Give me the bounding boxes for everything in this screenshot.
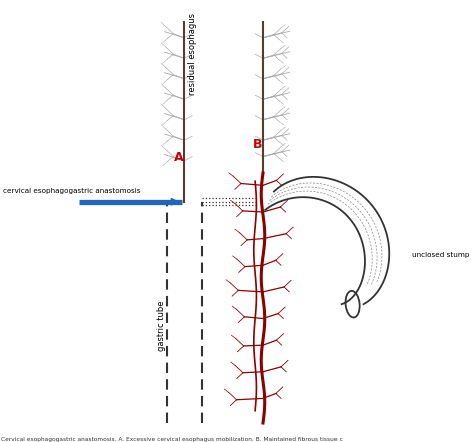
Text: unclosed stump: unclosed stump: [411, 252, 469, 258]
Text: gastric tube: gastric tube: [157, 300, 166, 351]
Text: B: B: [253, 138, 263, 152]
Text: Cervical esophagogastric anastomosis. A. Excessive cervical esophagus mobilizati: Cervical esophagogastric anastomosis. A.…: [0, 437, 342, 442]
Text: residual esophagus: residual esophagus: [188, 13, 197, 95]
Text: A: A: [174, 151, 184, 164]
Text: cervical esophagogastric anastomosis: cervical esophagogastric anastomosis: [3, 187, 140, 194]
